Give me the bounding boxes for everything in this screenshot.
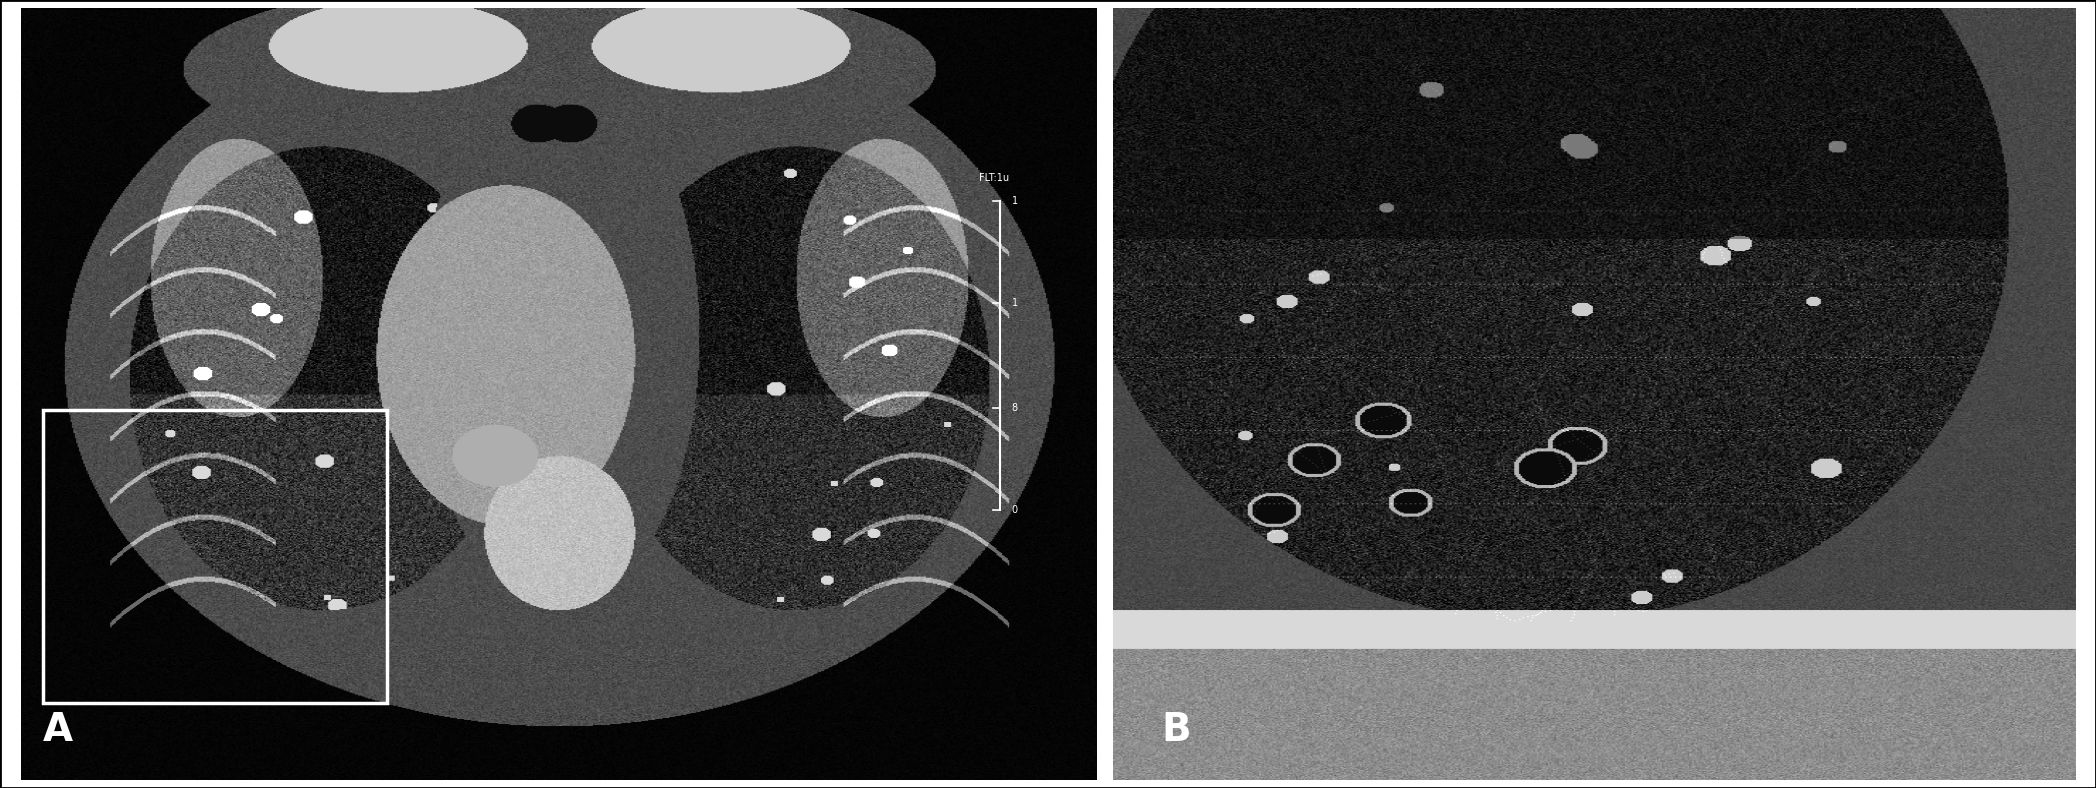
Text: A: A xyxy=(42,712,73,749)
Text: B: B xyxy=(1161,712,1191,749)
Text: FLT:1u: FLT:1u xyxy=(979,173,1008,183)
Text: 1: 1 xyxy=(1012,299,1017,308)
Text: 8: 8 xyxy=(1012,403,1017,414)
Text: 0: 0 xyxy=(1012,505,1017,515)
Bar xyxy=(44,410,388,704)
Text: 1: 1 xyxy=(1012,196,1017,206)
